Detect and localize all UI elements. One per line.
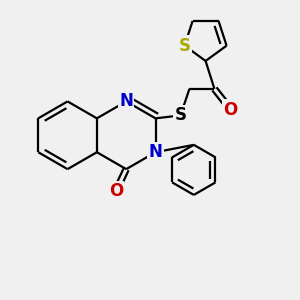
- Text: O: O: [109, 182, 123, 200]
- Text: S: S: [178, 37, 190, 55]
- Text: O: O: [224, 100, 238, 118]
- Text: S: S: [175, 106, 187, 124]
- Text: N: N: [148, 143, 163, 161]
- Text: N: N: [119, 92, 133, 110]
